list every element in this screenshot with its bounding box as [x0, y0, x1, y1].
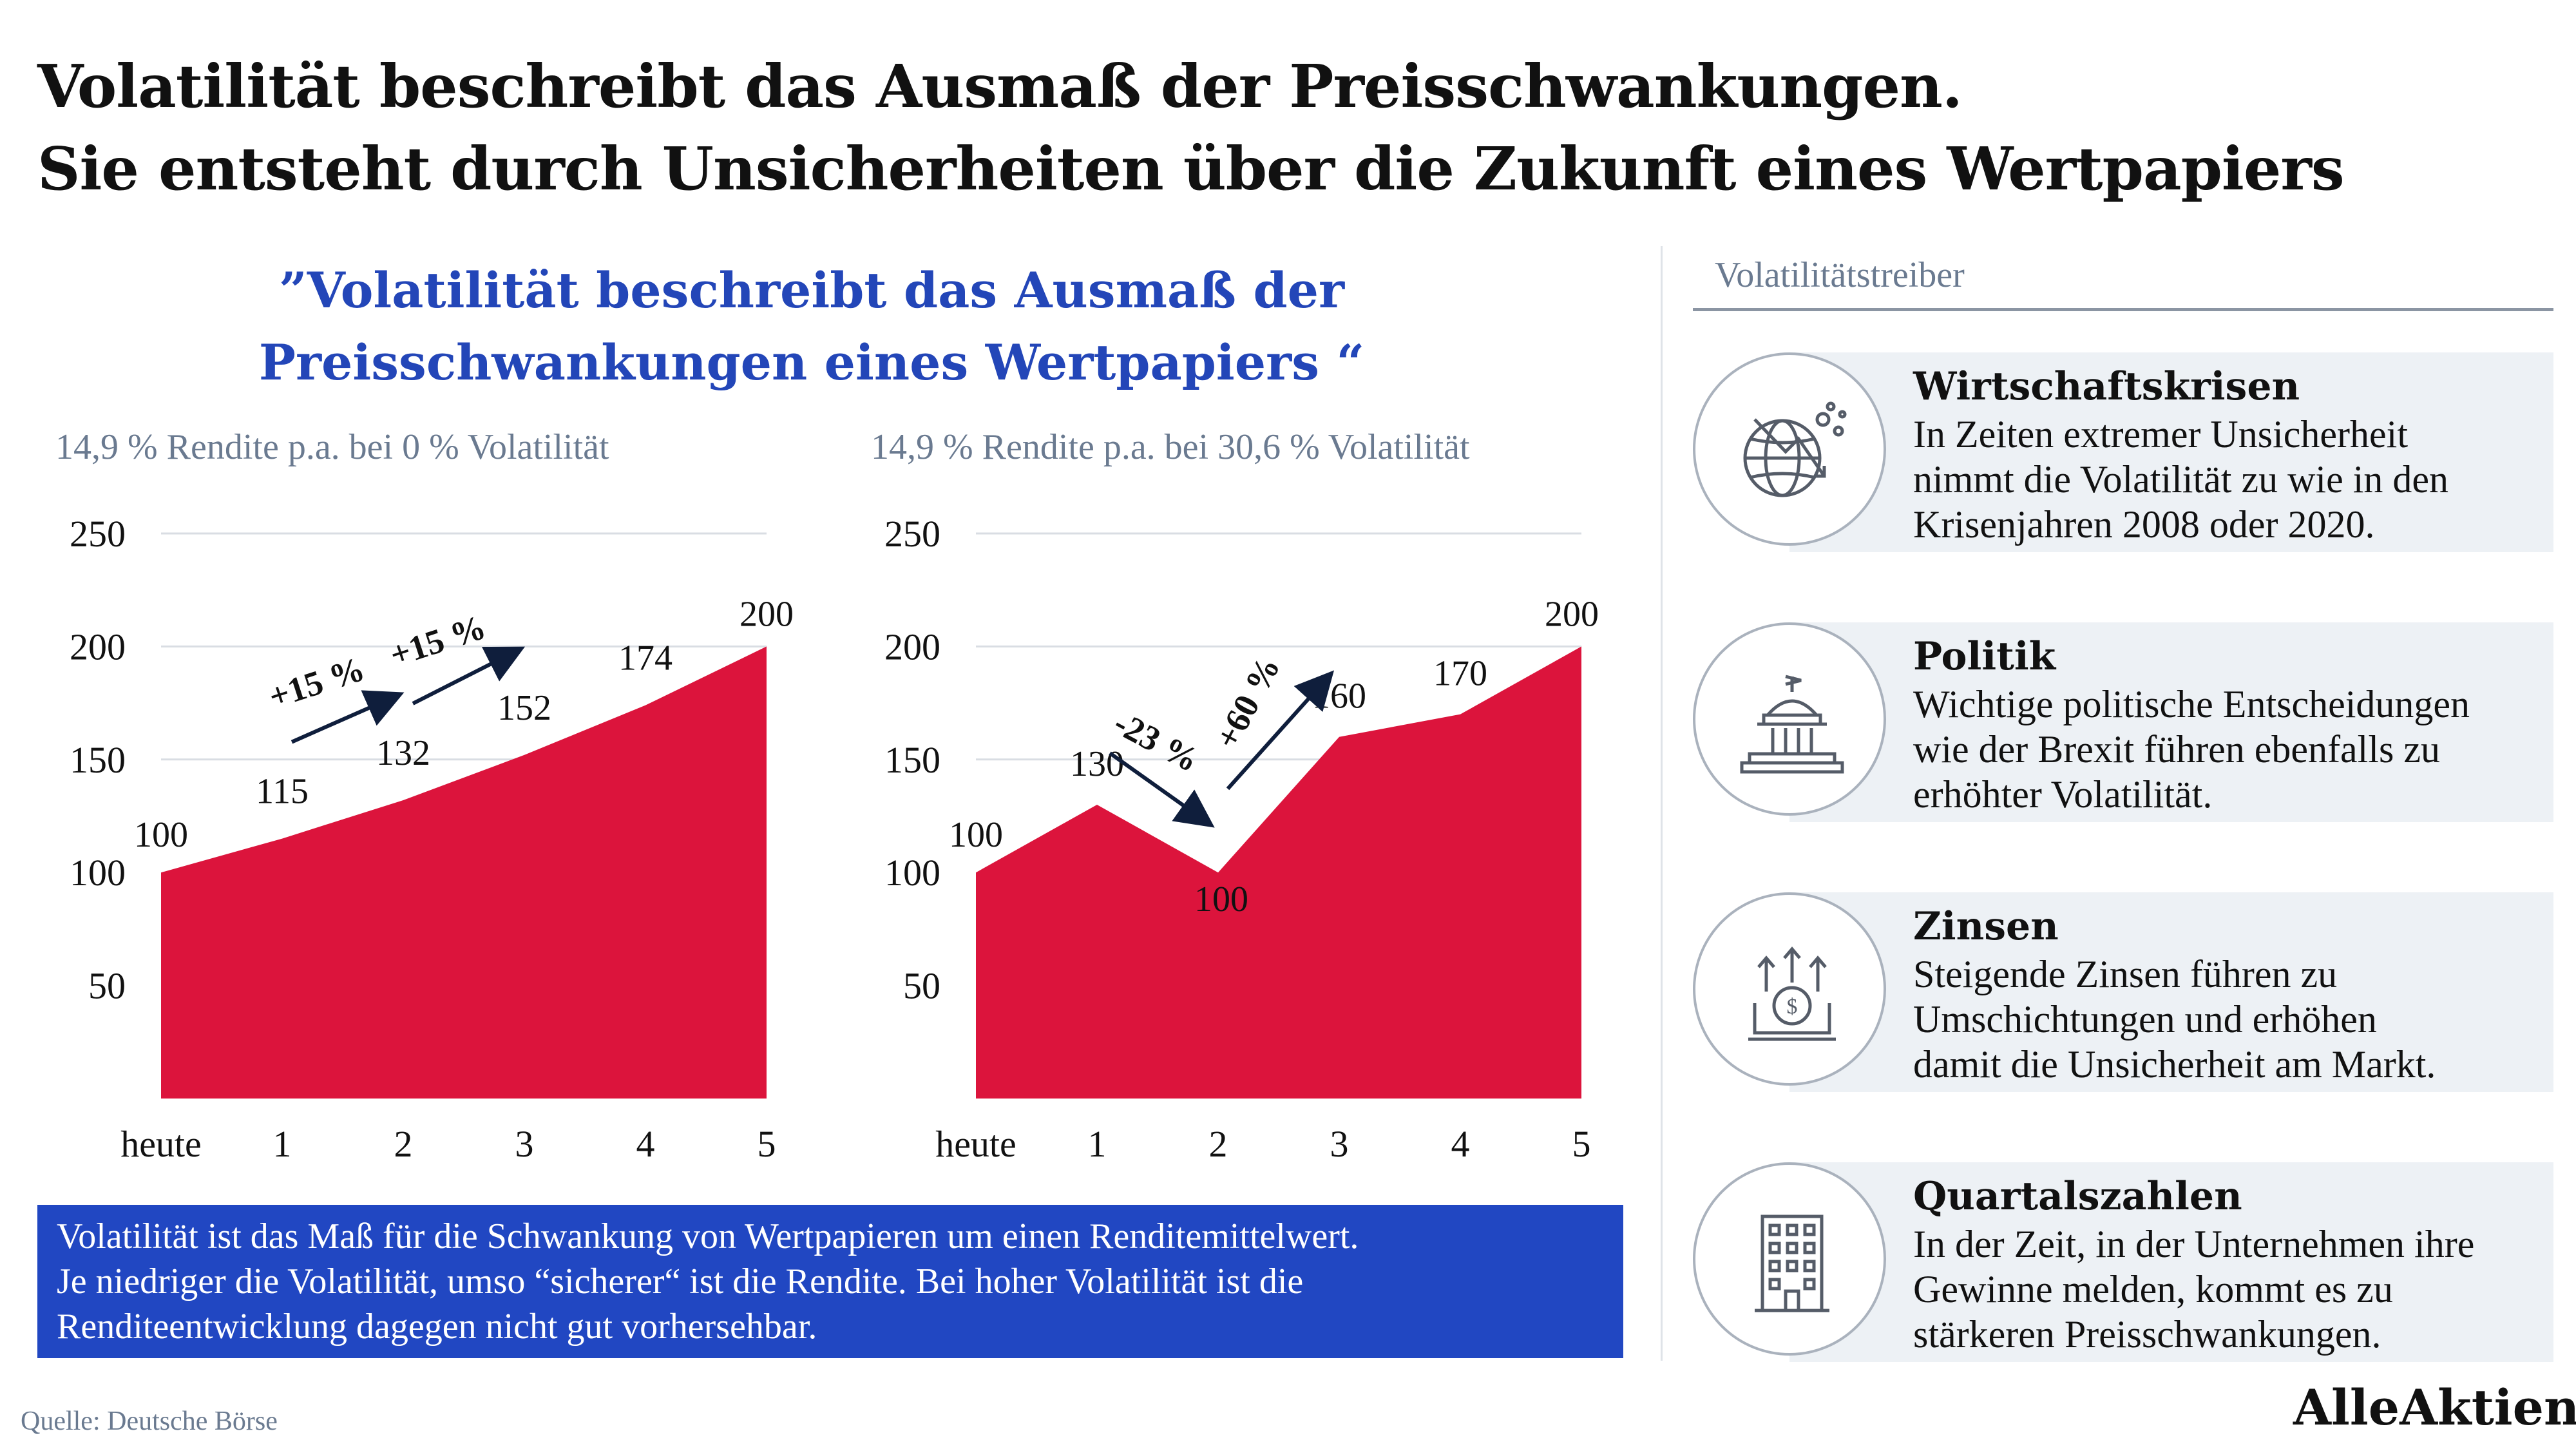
interest-rate-icon: $: [1693, 892, 1886, 1086]
y-tick-label: 100: [70, 852, 126, 894]
change-arrow: [412, 646, 526, 705]
data-label: 200: [1545, 594, 1599, 634]
headline: Volatilität beschreibt das Ausmaß der Pr…: [37, 45, 2421, 210]
info-line-2: Je niedriger die Volatilität, umso “sich…: [57, 1262, 1304, 1301]
x-tick-label: 3: [1330, 1123, 1349, 1165]
driver-text-line: Steigende Zinsen führen zu: [1913, 953, 2338, 995]
data-label: 100: [134, 815, 188, 855]
drivers-rule: [1693, 308, 2553, 311]
driver-text-line: Krisenjahren 2008 oder 2020.: [1913, 503, 2375, 546]
y-tick-label: 150: [70, 739, 126, 781]
driver-text: In Zeiten extremer Unsicherheit nimmt di…: [1913, 412, 2448, 547]
driver-text-line: stärkeren Preisschwankungen.: [1913, 1313, 2381, 1356]
driver-card: [1789, 1162, 2553, 1362]
data-label: 100: [1194, 879, 1248, 919]
x-tick-label: 2: [1209, 1123, 1228, 1165]
driver-quartalszahlen: Quartalszahlen In der Zeit, in der Unter…: [1693, 1162, 2553, 1381]
driver-zinsen: $ Zinsen Steigende Zinsen führen zu Umsc…: [1693, 892, 2553, 1111]
area-series: [976, 646, 1581, 1099]
y-tick-label: 100: [884, 852, 940, 894]
x-tick-label: 2: [394, 1123, 413, 1165]
data-label: 130: [1070, 744, 1124, 784]
driver-text-line: damit die Unsicherheit am Markt.: [1913, 1043, 2436, 1086]
headline-line-1: Volatilität beschreibt das Ausmaß der Pr…: [37, 52, 1963, 121]
y-tick-label: 250: [884, 513, 940, 555]
source-note: Quelle: Deutsche Börse: [21, 1406, 278, 1436]
change-arrow: [1226, 670, 1335, 791]
driver-card: [1789, 352, 2553, 552]
quote-line-2: Preisschwankungen eines Wertpapiers “: [258, 334, 1365, 391]
change-arrow: [1109, 751, 1215, 828]
driver-text: Wichtige politische Entscheidungen wie d…: [1913, 682, 2470, 817]
x-tick-label: 5: [1572, 1123, 1591, 1165]
data-label: 200: [739, 594, 794, 634]
driver-wirtschaftskrisen: Wirtschaftskrisen In Zeiten extremer Uns…: [1693, 352, 2553, 571]
driver-text-line: In Zeiten extremer Unsicherheit: [1913, 413, 2408, 456]
area-series: [161, 646, 767, 1099]
driver-card: [1789, 622, 2553, 822]
x-tick-label: heute: [120, 1123, 202, 1165]
data-label: 170: [1433, 654, 1487, 694]
driver-title: Zinsen: [1913, 904, 2059, 949]
x-tick-label: 5: [758, 1123, 776, 1165]
driver-politik: Politik Wichtige politische Entscheidung…: [1693, 622, 2553, 841]
y-tick-label: 50: [88, 965, 126, 1007]
driver-text-line: wie der Brexit führen ebenfalls zu: [1913, 728, 2440, 771]
x-tick-label: 1: [273, 1123, 292, 1165]
x-tick-label: 4: [636, 1123, 655, 1165]
data-label: 115: [256, 772, 309, 812]
data-label: 160: [1312, 677, 1366, 716]
driver-text: In der Zeit, in der Unternehmen ihre Gew…: [1913, 1222, 2474, 1357]
driver-text-line: Gewinne melden, kommt es zu: [1913, 1268, 2393, 1310]
driver-card: [1789, 892, 2553, 1092]
data-label: 100: [949, 815, 1003, 855]
globe-crash-icon: [1693, 352, 1886, 546]
drivers-title: Volatilitätstreiber: [1715, 255, 1965, 295]
driver-text-line: In der Zeit, in der Unternehmen ihre: [1913, 1223, 2475, 1265]
chart-2-subtitle: 14,9 % Rendite p.a. bei 30,6 % Volatilit…: [871, 427, 1470, 467]
info-line-1: Volatilität ist das Maß für die Schwanku…: [57, 1216, 1359, 1256]
driver-text: Steigende Zinsen führen zu Umschichtunge…: [1913, 952, 2436, 1087]
info-box: Volatilität ist das Maß für die Schwanku…: [37, 1205, 1623, 1358]
data-label: 174: [618, 638, 673, 678]
change-label: +15 %: [264, 649, 369, 716]
change-label: +15 %: [385, 608, 490, 675]
x-tick-label: 3: [515, 1123, 534, 1165]
driver-title: Quartalszahlen: [1913, 1174, 2242, 1219]
x-tick-label: 4: [1451, 1123, 1470, 1165]
y-tick-label: 200: [884, 626, 940, 667]
brand-logo: AlleAktien: [2293, 1379, 2576, 1436]
x-tick-label: heute: [935, 1123, 1016, 1165]
chart-1-subtitle: 14,9 % Rendite p.a. bei 0 % Volatilität: [55, 427, 609, 467]
driver-text-line: erhöhter Volatilität.: [1913, 773, 2213, 816]
office-building-icon: [1693, 1162, 1886, 1356]
driver-text-line: Umschichtungen und erhöhen: [1913, 998, 2377, 1041]
driver-text-line: nimmt die Volatilität zu wie in den: [1913, 458, 2449, 501]
x-tick-label: 1: [1088, 1123, 1107, 1165]
quote-line-1: ”Volatilität beschreibt das Ausmaß der: [279, 262, 1344, 319]
y-tick-label: 50: [903, 965, 940, 1007]
driver-text-line: Wichtige politische Entscheidungen: [1913, 683, 2470, 725]
y-tick-label: 200: [70, 626, 126, 667]
data-label: 132: [376, 733, 430, 773]
change-arrow: [291, 690, 405, 744]
driver-title: Politik: [1913, 634, 2056, 679]
y-tick-label: 250: [70, 513, 126, 555]
change-label: +60 %: [1207, 650, 1287, 755]
parliament-icon: [1693, 622, 1886, 816]
info-line-3: Renditeentwicklung dagegen nicht gut vor…: [57, 1307, 817, 1347]
column-divider: [1661, 246, 1663, 1361]
data-label: 152: [497, 688, 551, 728]
y-tick-label: 150: [884, 739, 940, 781]
quote: ”Volatilität beschreibt das Ausmaß der P…: [39, 254, 1585, 399]
headline-line-2: Sie entsteht durch Unsicherheiten über d…: [37, 134, 2345, 204]
svg-text:$: $: [1787, 995, 1798, 1019]
driver-title: Wirtschaftskrisen: [1913, 364, 2300, 409]
